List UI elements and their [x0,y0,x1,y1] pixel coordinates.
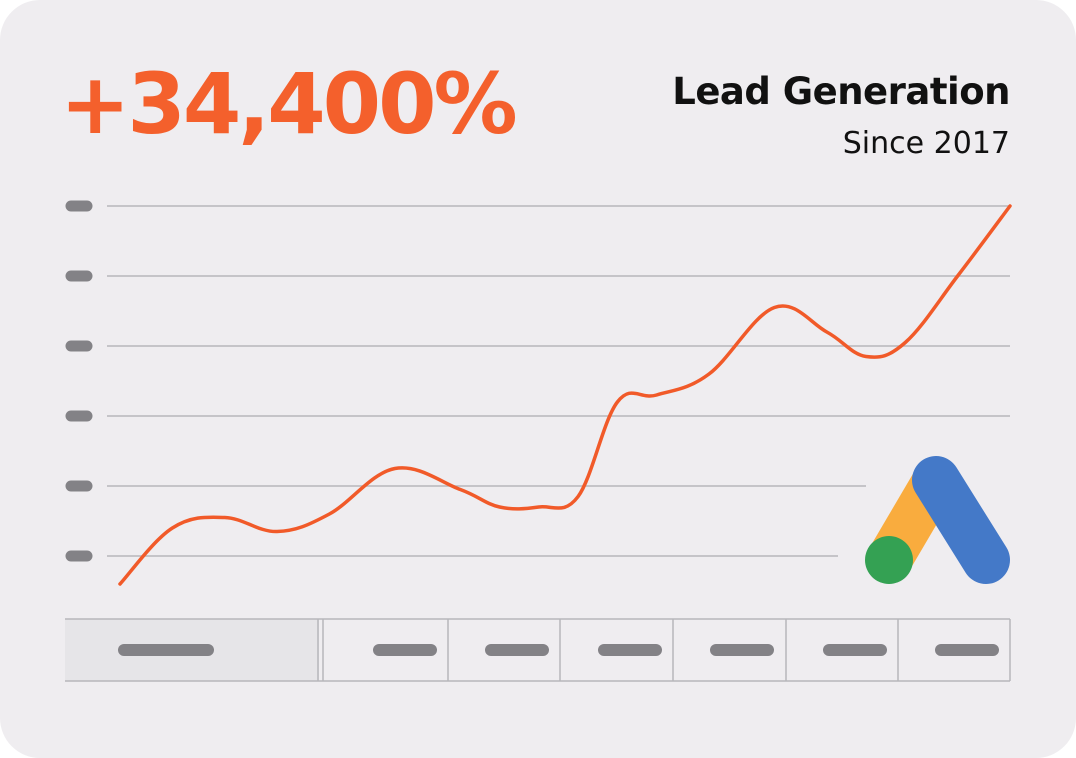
logo-green-dot [865,536,913,584]
chart-title: Lead Generation [672,70,1010,113]
growth-headline: +34,400% [60,55,518,153]
google-ads-logo [865,456,1010,584]
chart-subtitle: Since 2017 [842,126,1010,161]
series-line [118,204,1012,586]
logo-blue-bar [912,456,1010,584]
